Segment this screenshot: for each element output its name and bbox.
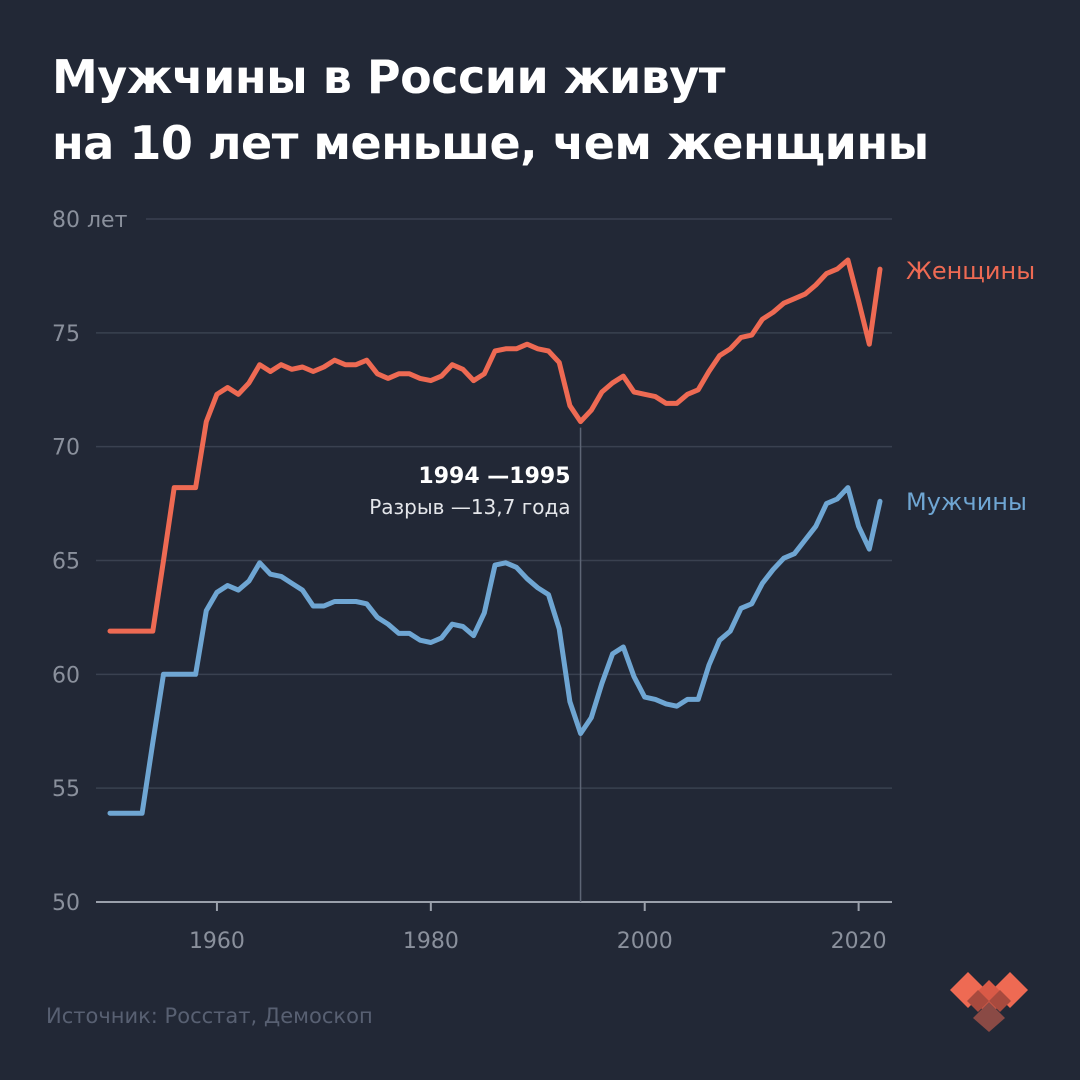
series (107, 257, 883, 816)
source-note: Источник: Росстат, Демоскоп (46, 1004, 373, 1028)
axes: 80 лет 75 70 65 60 55 50 1960 1980 2000 2020 (52, 208, 887, 954)
y-tick-label: 75 (52, 322, 80, 347)
annotation-text: Разрыв —13,7 года (369, 495, 570, 519)
brand-logo-icon (950, 972, 1028, 1032)
x-tick-label: 2000 (617, 929, 673, 954)
legend-label-women: Женщины (906, 257, 1035, 285)
series-labels: Женщины Мужчины (906, 257, 1035, 516)
y-tick-label: 80 лет (52, 208, 128, 233)
x-tick-label: 1980 (403, 929, 459, 954)
y-tick-label: 55 (52, 777, 80, 802)
x-tick-label: 2020 (831, 929, 887, 954)
y-tick-label: 60 (52, 663, 80, 688)
legend-label-men: Мужчины (906, 488, 1027, 516)
x-tick-label: 1960 (189, 929, 245, 954)
y-tick-label: 70 (52, 436, 80, 461)
gridlines (96, 218, 892, 903)
title-line-2: на 10 лет меньше, чем женщины (52, 116, 929, 170)
annotation-title: 1994 —1995 (418, 464, 570, 489)
series-line-women (107, 257, 883, 634)
y-tick-label: 65 (52, 550, 80, 575)
y-tick-label: 50 (52, 891, 80, 916)
annotation: 1994 —1995 Разрыв —13,7 года (369, 427, 582, 902)
page-title: Мужчины в России живут на 10 лет меньше,… (52, 44, 1052, 176)
series-line-men (107, 485, 883, 816)
title-line-1: Мужчины в России живут (52, 50, 725, 104)
